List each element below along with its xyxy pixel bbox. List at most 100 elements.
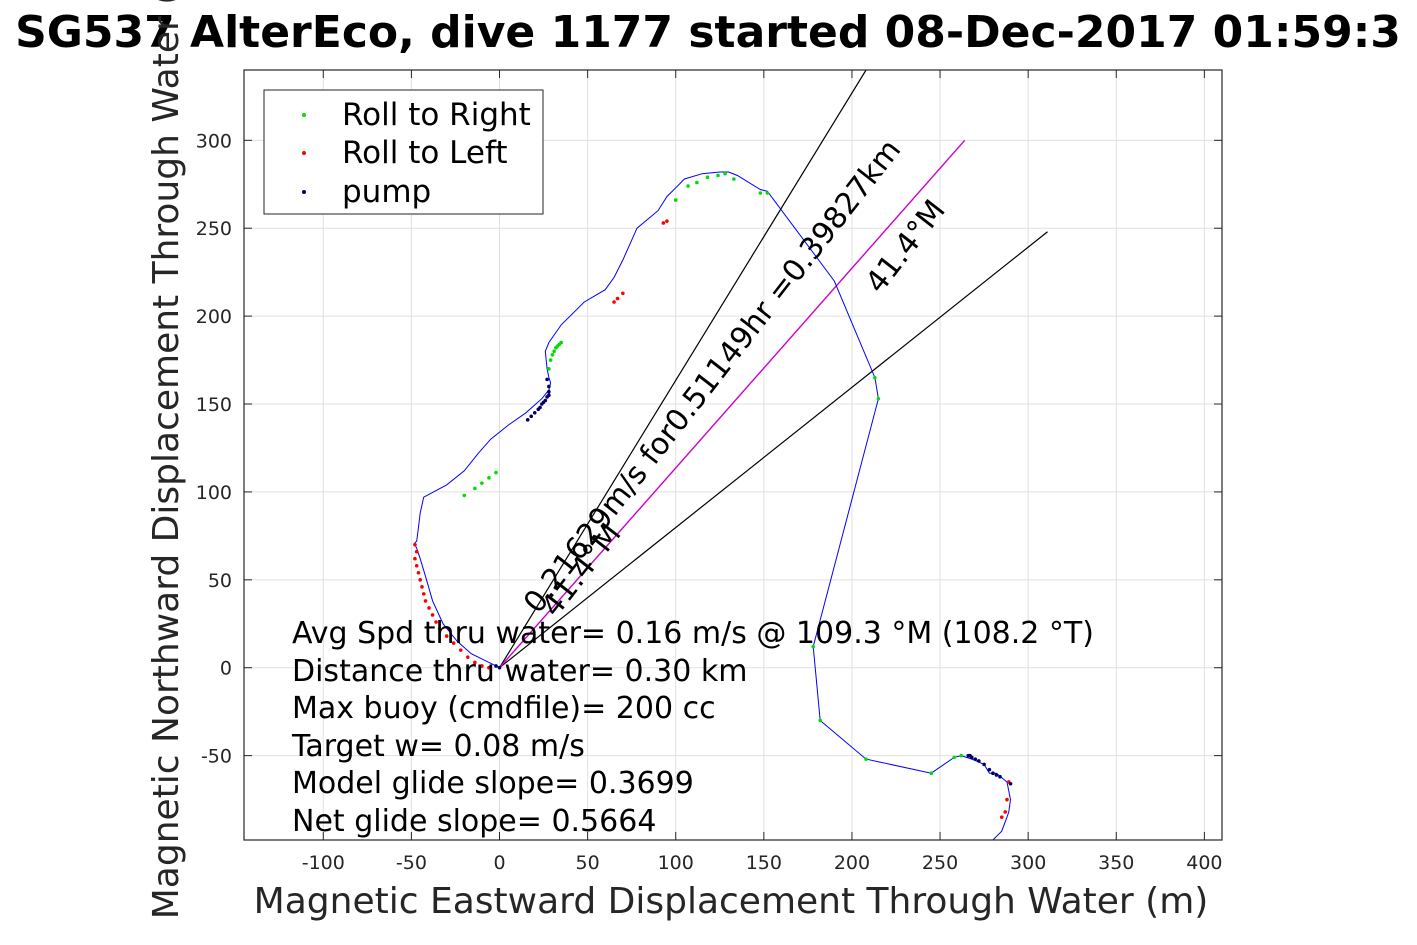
x-tick-label: -100 bbox=[302, 852, 345, 874]
roll-right-point bbox=[705, 175, 710, 180]
x-tick-label: 250 bbox=[922, 852, 958, 874]
marker-series bbox=[413, 171, 1013, 819]
roll-right-point bbox=[473, 486, 477, 491]
roll-right-point bbox=[929, 771, 934, 775]
roll-left-point bbox=[421, 592, 426, 596]
legend-label-roll-right: Roll to Right bbox=[342, 97, 531, 133]
annotation-distance: Distance thru water= 0.30 km bbox=[292, 654, 747, 689]
pump-point bbox=[543, 398, 548, 403]
roll-left-point bbox=[1005, 797, 1009, 802]
x-tick-label: -50 bbox=[396, 852, 427, 874]
annotation-block: Avg Spd thru water= 0.16 m/s @ 109.3 °M … bbox=[291, 616, 1094, 839]
roll-right-point bbox=[716, 173, 720, 178]
legend-label-pump: pump bbox=[342, 174, 431, 210]
roll-left-point bbox=[414, 563, 419, 568]
roll-right-point bbox=[494, 470, 498, 475]
roll-left-point bbox=[1003, 810, 1008, 814]
roll-left-point bbox=[487, 665, 491, 670]
y-tick-label: 200 bbox=[196, 306, 232, 328]
x-tick-label: 400 bbox=[1186, 852, 1222, 874]
roll-left-point bbox=[434, 620, 438, 624]
roll-right-point bbox=[758, 191, 763, 195]
roll-left-point bbox=[999, 815, 1004, 819]
y-tick-label: 50 bbox=[208, 570, 232, 592]
x-tick-label: 350 bbox=[1098, 852, 1134, 874]
roll-left-point bbox=[420, 585, 424, 589]
roll-right-point bbox=[952, 755, 956, 760]
roll-right-point bbox=[695, 180, 699, 185]
roll-right-point bbox=[765, 191, 770, 195]
pump-point bbox=[494, 664, 498, 668]
pump-point bbox=[497, 665, 502, 670]
cone-and-mean-lines bbox=[498, 70, 1048, 669]
legend-marker-roll-left bbox=[302, 151, 306, 155]
y-tick-label: 300 bbox=[196, 130, 232, 152]
x-tick-label: 0 bbox=[493, 852, 505, 874]
annotation-model-glide: Model glide slope= 0.3699 bbox=[292, 766, 694, 801]
pump-point bbox=[977, 759, 981, 763]
legend-marker-roll-right bbox=[302, 113, 306, 117]
roll-left-point bbox=[423, 599, 428, 603]
x-tick-label: 50 bbox=[576, 852, 600, 874]
roll-left-point bbox=[413, 542, 417, 547]
roll-left-point bbox=[661, 221, 666, 225]
pump-point bbox=[538, 405, 542, 410]
y-tick-label: 150 bbox=[196, 394, 232, 416]
roll-left-point bbox=[416, 570, 421, 575]
roll-right-point bbox=[811, 644, 815, 649]
roll-left-point bbox=[621, 291, 625, 296]
roll-right-point bbox=[732, 177, 736, 181]
y-tick-label: 250 bbox=[196, 218, 232, 240]
x-tick-label: 150 bbox=[746, 852, 782, 874]
annotation-max-buoy: Max buoy (cmdfile)= 200 cc bbox=[292, 691, 716, 726]
pump-point bbox=[973, 757, 978, 761]
mean-heading-line bbox=[498, 139, 966, 669]
x-tick-label: 100 bbox=[658, 852, 694, 874]
x-tick-label: 200 bbox=[834, 852, 870, 874]
pump-point bbox=[545, 377, 549, 382]
legend-label-roll-left: Roll to Left bbox=[342, 135, 508, 171]
pump-point bbox=[532, 411, 537, 415]
pump-point bbox=[982, 762, 986, 767]
roll-right-point bbox=[673, 198, 678, 202]
pump-point bbox=[994, 773, 999, 777]
pump-point bbox=[547, 384, 551, 389]
roll-left-point bbox=[418, 578, 423, 582]
legend: Roll to Right Roll to Left pump bbox=[263, 89, 544, 215]
x-tick-labels: -100 -50 0 50 100 150 200 250 300 350 400 bbox=[302, 852, 1223, 874]
track-series bbox=[414, 171, 1012, 840]
y-tick-label: 100 bbox=[196, 482, 232, 504]
roll-left-point bbox=[413, 556, 417, 561]
roll-left-point bbox=[451, 641, 456, 645]
roll-right-point bbox=[552, 349, 556, 354]
roll-left-point bbox=[665, 219, 669, 223]
roll-right-point bbox=[548, 358, 553, 362]
y-axis-label: Magnetic Northward Displacement Through … bbox=[146, 0, 187, 919]
roll-right-point bbox=[550, 352, 555, 357]
roll-right-point bbox=[487, 476, 491, 480]
roll-left-point bbox=[414, 549, 419, 554]
legend-marker-pump bbox=[302, 190, 306, 194]
roll-right-point bbox=[723, 171, 727, 176]
legend-box bbox=[263, 89, 544, 215]
roll-right-point bbox=[864, 757, 868, 761]
plot-frame bbox=[243, 69, 1223, 841]
pump-point bbox=[998, 774, 1002, 779]
pump-point bbox=[987, 767, 992, 772]
pump-point bbox=[969, 755, 974, 760]
roll-left-point bbox=[437, 627, 442, 631]
y-tick-label: 0 bbox=[220, 658, 232, 680]
roll-right-point bbox=[686, 184, 690, 188]
roll-right-point bbox=[547, 367, 551, 371]
cone-line bbox=[499, 231, 1048, 669]
track-line bbox=[414, 171, 1012, 840]
pump-point bbox=[991, 771, 995, 775]
y-tick-labels: 300 250 200 150 100 50 0 -50 bbox=[196, 130, 232, 767]
roll-right-point bbox=[480, 481, 484, 485]
roll-right-point bbox=[876, 396, 881, 401]
roll-left-point bbox=[473, 660, 477, 665]
pump-point bbox=[1008, 781, 1013, 786]
pump-point bbox=[525, 418, 530, 422]
x-tick-label: 300 bbox=[1010, 852, 1046, 874]
